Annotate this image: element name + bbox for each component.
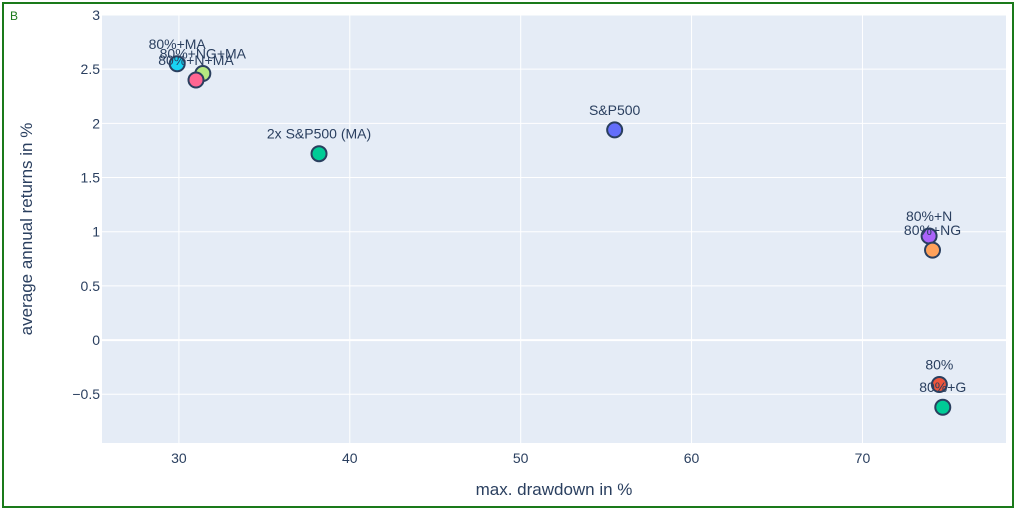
scatter-point: [924, 241, 942, 259]
y-tick-label: 2: [92, 115, 100, 131]
x-tick-label: 30: [171, 450, 187, 466]
scatter-point: [606, 121, 624, 139]
y-gridlines: [102, 14, 1006, 395]
scatter-point: [930, 375, 948, 393]
point-label: 80%+N+MA: [158, 52, 234, 68]
point-label: 80%+G: [919, 379, 966, 395]
point-label: S&P500: [589, 102, 641, 118]
x-tick-labels: 30 40 50 60 70: [171, 450, 870, 466]
point-label: 80%+NG+MA: [160, 46, 247, 62]
y-tick-labels: −0.5 0 0.5 1 1.5 2 2.5 3: [72, 7, 100, 402]
x-tick-label: 60: [684, 450, 700, 466]
y-tick-label: 2.5: [81, 61, 101, 77]
point-label: 80%+NG: [904, 222, 961, 238]
x-tick-label: 70: [855, 450, 871, 466]
y-axis-title: average annual returns in %: [17, 123, 36, 336]
y-tick-label: 1: [92, 224, 100, 240]
scatter-point: [168, 55, 186, 73]
point-label: 80%+N: [906, 208, 952, 224]
x-tick-label: 40: [342, 450, 358, 466]
point-label: 2x S&P500 (MA): [267, 126, 371, 142]
y-tick-label: 0: [92, 332, 100, 348]
scatter-point: [187, 71, 205, 89]
y-tick-label: 3: [92, 7, 100, 23]
x-axis-title: max. drawdown in %: [476, 480, 633, 499]
plot-area: [102, 15, 1006, 443]
y-tick-label: 1.5: [81, 170, 101, 186]
point-label: 80%+MA: [149, 36, 207, 52]
y-tick-label: −0.5: [72, 386, 100, 402]
point-label: 80%: [925, 356, 953, 372]
panel-label: B: [10, 9, 19, 23]
y-tick-label: 0.5: [81, 278, 101, 294]
x-gridlines: [178, 15, 863, 443]
x-tick-label: 50: [513, 450, 529, 466]
data-points: [168, 55, 952, 416]
scatter-point: [310, 145, 328, 163]
scatter-point: [934, 398, 952, 416]
